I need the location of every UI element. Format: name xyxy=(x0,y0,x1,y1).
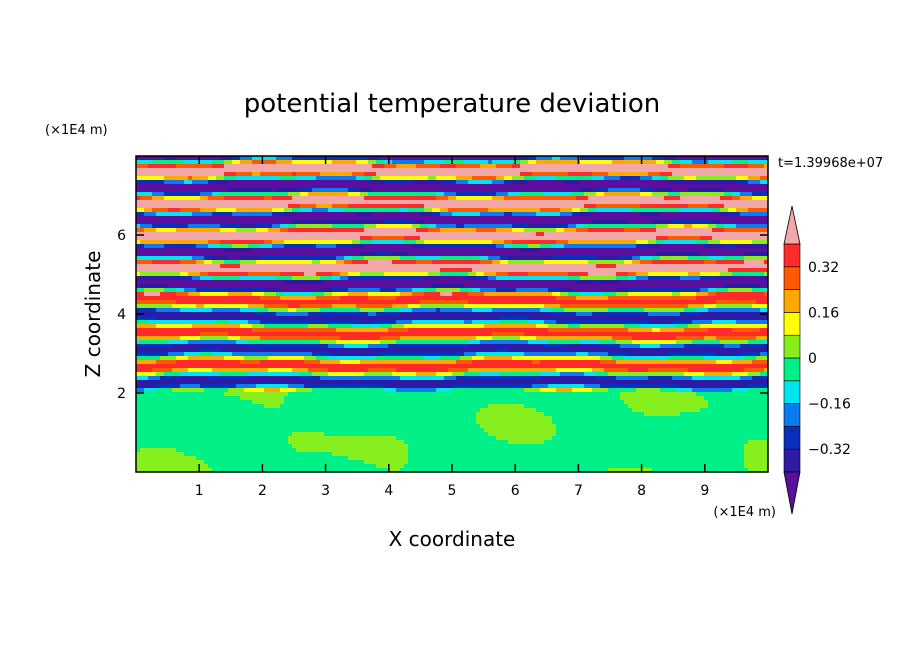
x-tick-label: 9 xyxy=(700,483,709,499)
y-tick-label: 2 xyxy=(117,386,126,402)
colorbar-bottom-extension xyxy=(783,471,801,515)
colorbar: 0.32 0.16 0 −0.16 −0.32 xyxy=(783,205,851,515)
x-axis-label: X coordinate xyxy=(389,527,516,551)
y-tick-label: 4 xyxy=(117,307,126,323)
y-axis: 2 4 6 xyxy=(117,228,768,402)
x-tick-label: 8 xyxy=(637,483,646,499)
plot-area xyxy=(136,156,768,472)
y-tick-label: 6 xyxy=(117,228,126,244)
colorbar-band xyxy=(783,289,801,313)
colorbar-band xyxy=(783,403,801,427)
colorbar-tick-label: −0.32 xyxy=(808,442,851,458)
colorbar-band xyxy=(783,312,801,336)
colorbar-band xyxy=(783,426,801,450)
y-axis-label: Z coordinate xyxy=(81,251,105,378)
colorbar-tick-label: 0 xyxy=(808,351,817,367)
colorbar-band xyxy=(783,266,801,290)
colorbar-tick-label: 0.16 xyxy=(808,305,839,321)
colorbar-band xyxy=(783,243,801,268)
x-tick-label: 3 xyxy=(321,483,330,499)
colorbar-band xyxy=(783,380,801,404)
colorbar-tick-label: 0.32 xyxy=(808,260,839,276)
colorbar-band xyxy=(783,448,801,473)
x-tick-label: 5 xyxy=(448,483,457,499)
time-label: t=1.39968e+07 xyxy=(778,156,883,171)
x-unit-label: (×1E4 m) xyxy=(713,505,776,520)
y-unit-label: (×1E4 m) xyxy=(45,123,108,138)
x-tick-label: 7 xyxy=(574,483,583,499)
colorbar-band xyxy=(783,334,801,359)
colorbar-tick-label: −0.16 xyxy=(808,397,851,413)
x-tick-label: 4 xyxy=(384,483,393,499)
x-tick-label: 2 xyxy=(258,483,267,499)
x-tick-label: 1 xyxy=(195,483,204,499)
colorbar-band xyxy=(783,357,801,382)
colorbar-top-extension xyxy=(783,205,801,245)
x-axis: 1 2 3 4 5 6 7 8 9 xyxy=(195,156,709,499)
chart-title: potential temperature deviation xyxy=(244,89,660,119)
x-tick-label: 6 xyxy=(511,483,520,499)
